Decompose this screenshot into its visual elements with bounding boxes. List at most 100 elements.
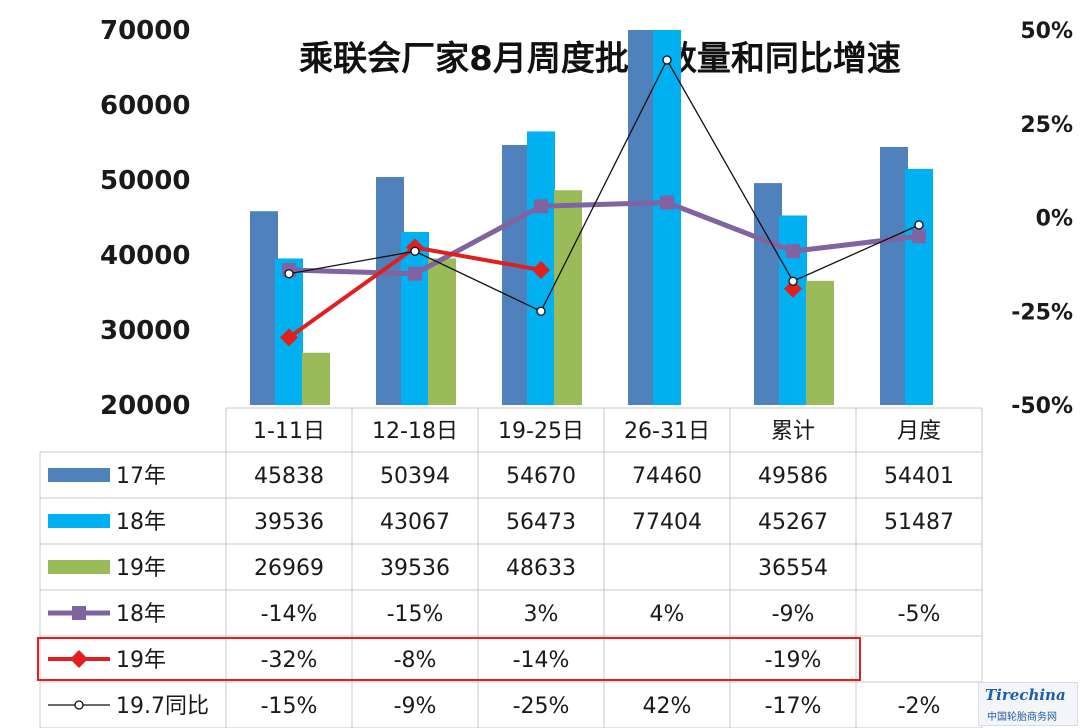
bar (905, 168, 933, 405)
bar (754, 183, 782, 405)
watermark-subtitle: 中国轮胎商务网 (987, 712, 1057, 723)
watermark-logo: Tirechina 中国轮胎商务网 (978, 682, 1078, 726)
y-tick-left: 70000 (100, 16, 190, 46)
y-tick-right: 25% (1020, 113, 1073, 138)
legend-swatch (48, 560, 110, 574)
data-label: 36554 (758, 556, 828, 581)
data-label: -15% (387, 602, 444, 627)
category-label: 26-31日 (624, 419, 710, 444)
data-label: 51487 (884, 510, 954, 535)
y-tick-right: 50% (1020, 19, 1073, 44)
data-label: -8% (394, 648, 437, 673)
point-marker (410, 246, 420, 256)
bars (250, 30, 933, 405)
data-label: 56473 (506, 510, 576, 535)
data-label: -9% (772, 602, 815, 627)
point-marker (532, 261, 550, 279)
category-label: 累计 (771, 419, 815, 444)
point-marker (788, 276, 798, 286)
point-marker (784, 279, 802, 298)
bar (250, 211, 278, 405)
data-label: 45838 (254, 464, 324, 489)
bar (628, 30, 656, 405)
bar (428, 258, 456, 405)
bar (302, 352, 330, 405)
data-label: -9% (394, 694, 437, 719)
y-tick-left: 20000 (100, 391, 190, 421)
legend-swatch (48, 468, 110, 482)
category-label: 19-25日 (498, 419, 584, 444)
data-label: 48633 (506, 556, 576, 581)
data-label: 43067 (380, 510, 450, 535)
data-label: -32% (261, 648, 318, 673)
series-line (288, 200, 920, 277)
point-marker (660, 195, 674, 210)
data-label: -19% (765, 648, 822, 673)
point-marker (662, 55, 672, 65)
category-label: 月度 (897, 419, 941, 444)
data-table: 1-11日 12-18日 19-25日 26-31日 累计 月度 17年 45838 50394… (37, 407, 983, 728)
y-tick-left: 50000 (100, 166, 190, 196)
category-label: 1-11日 (253, 419, 325, 444)
data-label: 42% (643, 694, 692, 719)
data-label: 4% (650, 602, 685, 627)
point-marker (536, 306, 546, 316)
line-series (280, 55, 926, 347)
point-marker (408, 266, 422, 281)
legend-label: 17年 (116, 464, 166, 489)
legend-swatch (48, 514, 110, 528)
legend-label: 18年 (116, 602, 166, 627)
bar (502, 144, 530, 405)
legend-label: 18年 (116, 510, 166, 535)
y-axis-left: 70000 60000 50000 40000 30000 20000 (100, 16, 190, 421)
series-line (288, 59, 920, 312)
data-label: -17% (765, 694, 822, 719)
data-label: -25% (513, 694, 570, 719)
bar (880, 146, 908, 405)
bar (779, 215, 807, 405)
legend-marker (72, 606, 86, 620)
data-label: 50394 (380, 464, 450, 489)
data-label: 54401 (884, 464, 954, 489)
data-label: 74460 (632, 464, 702, 489)
y-tick-right: -25% (1011, 300, 1073, 325)
y-tick-right: -50% (1011, 394, 1073, 419)
y-tick-left: 60000 (100, 91, 190, 121)
y-axis-right: 50% 25% 0% -25% -50% (1011, 19, 1073, 419)
legend-label: 19年 (116, 648, 166, 673)
data-label: 49586 (758, 464, 828, 489)
y-tick-left: 30000 (100, 316, 190, 346)
bar (376, 177, 404, 405)
bar (806, 280, 834, 405)
bar (401, 231, 429, 405)
legend-label: 19年 (116, 556, 166, 581)
legend-label: 19.7同比 (116, 694, 209, 719)
point-marker (912, 229, 926, 244)
data-label: -14% (513, 648, 570, 673)
chart-title: 乘联会厂家8月周度批发数量和同比增速 (299, 39, 901, 79)
data-label: -15% (261, 694, 318, 719)
data-label: -2% (898, 694, 941, 719)
category-label: 12-18日 (372, 419, 458, 444)
bar (554, 190, 582, 405)
bar (653, 30, 681, 405)
data-label: -14% (261, 602, 318, 627)
data-label: 3% (524, 602, 559, 627)
data-label: 39536 (254, 510, 324, 535)
data-label: 26969 (254, 556, 324, 581)
point-marker (914, 220, 924, 230)
data-label: -5% (898, 602, 941, 627)
legend-marker (74, 700, 84, 710)
y-tick-left: 40000 (100, 241, 190, 271)
data-label: 45267 (758, 510, 828, 535)
point-marker (534, 199, 548, 214)
point-marker (786, 244, 800, 259)
point-marker (280, 328, 298, 347)
watermark-logo-text: Tirechina (985, 686, 1066, 704)
data-label: 54670 (506, 464, 576, 489)
data-label: 39536 (380, 556, 450, 581)
highlight-box (37, 637, 861, 681)
point-marker (284, 269, 294, 279)
legend-marker (70, 650, 88, 668)
